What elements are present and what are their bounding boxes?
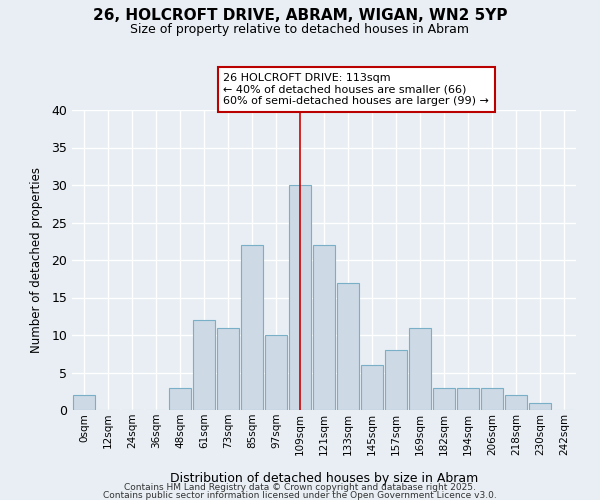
Bar [217, 328, 239, 410]
Bar [385, 350, 407, 410]
Bar [361, 365, 383, 410]
Bar [409, 328, 431, 410]
Bar [289, 185, 311, 410]
Bar [265, 335, 287, 410]
Bar [169, 388, 191, 410]
Bar [481, 388, 503, 410]
Text: Contains public sector information licensed under the Open Government Licence v3: Contains public sector information licen… [103, 491, 497, 500]
Bar [529, 402, 551, 410]
Bar [505, 395, 527, 410]
Y-axis label: Number of detached properties: Number of detached properties [30, 167, 43, 353]
Bar [457, 388, 479, 410]
Text: 26, HOLCROFT DRIVE, ABRAM, WIGAN, WN2 5YP: 26, HOLCROFT DRIVE, ABRAM, WIGAN, WN2 5Y… [93, 8, 507, 22]
Bar [313, 245, 335, 410]
Bar [241, 245, 263, 410]
Text: Contains HM Land Registry data © Crown copyright and database right 2025.: Contains HM Land Registry data © Crown c… [124, 484, 476, 492]
Bar [73, 395, 95, 410]
Text: 26 HOLCROFT DRIVE: 113sqm
← 40% of detached houses are smaller (66)
60% of semi-: 26 HOLCROFT DRIVE: 113sqm ← 40% of detac… [223, 73, 489, 106]
Text: Size of property relative to detached houses in Abram: Size of property relative to detached ho… [131, 22, 470, 36]
Bar [337, 282, 359, 410]
Bar [193, 320, 215, 410]
Bar [433, 388, 455, 410]
Text: Distribution of detached houses by size in Abram: Distribution of detached houses by size … [170, 472, 478, 485]
